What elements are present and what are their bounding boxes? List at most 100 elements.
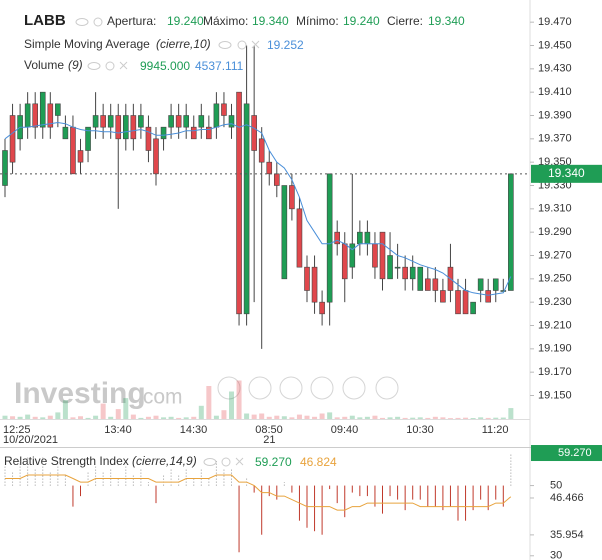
volume-bar: [319, 413, 325, 419]
volume-bar: [183, 417, 189, 419]
volume-bar: [364, 416, 370, 419]
volume-bar: [432, 416, 438, 419]
candle-body: [387, 255, 393, 280]
volume-bar: [40, 417, 46, 419]
candle-body: [500, 290, 507, 292]
ohlc-value: 19.240: [167, 14, 204, 28]
rsi-tick-label: 50: [550, 479, 562, 491]
indicator-params: (cierre,14,9): [132, 454, 197, 468]
volume-bar: [138, 417, 144, 419]
volume-bar: [229, 391, 234, 419]
candle-body: [160, 126, 167, 140]
candle-body: [62, 126, 69, 140]
candle-body: [266, 161, 273, 175]
volume-bar: [213, 415, 219, 419]
volume-bar: [281, 416, 287, 419]
candle-body: [477, 278, 484, 291]
indicator-name: Volume: [24, 58, 64, 72]
ohlc-value: 19.240: [343, 14, 380, 28]
volume-bar: [32, 416, 38, 419]
y-tick-label: 19.390: [538, 109, 572, 121]
y-tick-label: 19.310: [538, 203, 572, 215]
y-tick-label: 19.410: [538, 86, 572, 98]
candle-body: [236, 91, 242, 315]
candle-body: [9, 115, 16, 163]
y-tick-label: 19.210: [538, 319, 572, 331]
candle-body: [417, 266, 424, 291]
candle-body: [273, 173, 280, 186]
candle-body: [138, 115, 144, 128]
x-tick-label: 14:30: [180, 424, 208, 436]
volume-bar: [62, 400, 68, 419]
indicator-value: 19.252: [267, 38, 304, 52]
candle-body: [77, 150, 84, 163]
ohlc-value: 19.340: [252, 14, 289, 28]
candle-body: [485, 290, 492, 303]
candle-body: [492, 278, 499, 291]
volume-bar: [236, 380, 242, 419]
indicator-name: Relative Strength Index: [4, 454, 129, 468]
volume-bar: [145, 416, 151, 419]
x-tick-label: 13:40: [104, 424, 132, 436]
rsi-tick-label: 46.466: [550, 492, 584, 504]
candle-body: [296, 208, 303, 268]
volume-bar: [274, 415, 280, 419]
candle-body: [470, 301, 476, 315]
volume-bar: [206, 386, 212, 419]
y-tick-label: 19.270: [538, 249, 572, 261]
candle-body: [107, 115, 114, 128]
candle-body: [130, 115, 137, 140]
last-price-tag: [531, 164, 602, 183]
candle-body: [221, 103, 227, 116]
volume-bar: [395, 416, 401, 419]
volume-bar: [296, 414, 302, 419]
y-tick-label: 19.150: [538, 389, 572, 401]
candle-body: [357, 231, 363, 245]
y-tick-label: 19.190: [538, 343, 572, 355]
candle-body: [47, 103, 54, 128]
volume-bar: [10, 416, 16, 419]
volume-bar: [485, 417, 491, 419]
volume-bar: [500, 417, 506, 419]
candle-body: [349, 243, 356, 268]
volume-bar: [455, 417, 461, 419]
volume-bar: [493, 417, 499, 419]
volume-bar: [93, 415, 99, 419]
x-tick-label: 10:30: [406, 424, 434, 436]
volume-bar: [327, 412, 333, 419]
volume-bar: [123, 398, 129, 419]
volume-bar: [251, 414, 257, 419]
volume-bar: [115, 409, 121, 419]
candle-body: [455, 290, 461, 315]
volume-bar: [176, 417, 182, 419]
candle-body: [32, 103, 39, 128]
candle-body: [326, 173, 333, 303]
volume-bar: [508, 408, 514, 419]
rsi-tick-label: 35.954: [550, 529, 584, 541]
candle-body: [198, 115, 205, 128]
volume-bar: [47, 415, 53, 419]
volume-bar: [440, 417, 446, 419]
volume-bar: [417, 417, 423, 419]
volume-bar: [304, 415, 310, 419]
volume-bar: [259, 413, 265, 419]
candle-body: [206, 126, 212, 140]
volume-bar: [55, 412, 61, 419]
candle-body: [55, 103, 61, 116]
volume-bar: [130, 414, 136, 419]
symbol: LABB: [24, 12, 66, 29]
volume-bar: [312, 416, 318, 419]
volume-bar: [266, 416, 272, 419]
indicator-params: (cierre,10): [156, 37, 211, 51]
volume-bar: [221, 410, 227, 419]
legend-icons: [75, 17, 260, 467]
volume-bar: [387, 417, 393, 419]
volume-bar: [372, 415, 378, 419]
candle-body: [508, 173, 514, 291]
candle-body: [364, 231, 371, 245]
volume-bar: [70, 417, 76, 419]
volume-bar: [289, 417, 295, 419]
indicator-value: 9945.000: [140, 59, 190, 73]
y-tick-label: 19.470: [538, 16, 572, 28]
